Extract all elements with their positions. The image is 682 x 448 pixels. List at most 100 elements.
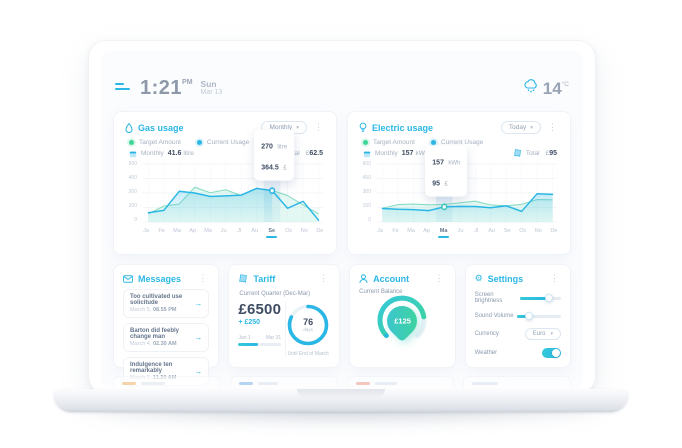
month-label[interactable]: Ja <box>143 228 149 234</box>
gas-drop-icon <box>125 122 133 133</box>
chevron-down-icon: ▾ <box>530 124 533 131</box>
month-label[interactable]: Au <box>251 228 259 234</box>
time-meridiem: PM <box>182 79 193 86</box>
charts-row: Gas usage Monthly ▾ ⋮ Target Amount Curre… <box>113 111 571 255</box>
month-label[interactable]: Oc <box>285 228 293 234</box>
slider-thumb[interactable] <box>545 294 554 302</box>
more-options-icon[interactable]: ⋮ <box>314 122 323 132</box>
more-options-icon[interactable]: ⋮ <box>198 273 208 283</box>
days-ring <box>287 304 329 346</box>
days-ring-block: 76 days Until End of March <box>286 301 330 357</box>
account-card: Account ⋮ Current Balance <box>349 264 456 368</box>
month-label[interactable]: Ma <box>204 228 212 234</box>
electric-usage-card: Electric usage Today ▾ ⋮ Target Amount Cu… <box>347 111 571 255</box>
y-axis-tick: 150 <box>362 203 371 209</box>
range-end-label: Mar 31 <box>265 335 282 341</box>
chart-plot-area[interactable]: 270 litre 364.5 £ <box>141 129 325 225</box>
month-label[interactable]: Fe <box>392 228 399 234</box>
balance-label: Current Balance <box>359 289 403 295</box>
month-label[interactable]: Ja <box>377 228 383 234</box>
y-axis-tick: 300 <box>128 189 137 195</box>
month-label[interactable]: Ju <box>220 228 227 234</box>
month-label[interactable]: Jl <box>237 228 242 234</box>
y-axis-tick: 200 <box>128 203 137 209</box>
tariff-amount-block: £6500 + £250 Jan 1 Mar 31 <box>238 301 287 357</box>
message-list: Too cultivated use solicitude March 5, 0… <box>123 289 210 386</box>
weather-toggle[interactable] <box>541 348 561 358</box>
tariff-receipt-icon <box>239 273 248 283</box>
rain-cloud-icon <box>524 79 537 93</box>
menu-icon[interactable] <box>115 83 130 93</box>
light-bulb-icon <box>359 122 367 132</box>
tariff-amount: £6500 <box>238 301 282 318</box>
currency-select[interactable]: Euro ▾ <box>524 328 561 340</box>
y-axis-tick: 500 <box>128 161 137 167</box>
volume-label: Sound Volume <box>474 313 514 319</box>
month-label[interactable]: No <box>300 228 308 234</box>
more-options-icon[interactable]: ⋮ <box>548 122 557 132</box>
month-label[interactable]: Ap <box>189 228 196 234</box>
chevron-down-icon: ▾ <box>296 124 299 131</box>
month-label[interactable]: No <box>534 228 542 234</box>
message-item[interactable]: Too cultivated use solicitude March 5, 0… <box>123 289 210 318</box>
chart-plot-area[interactable]: 157 kWh 95 £ <box>375 145 559 225</box>
message-item[interactable]: Barton did feebly change man March 4, 02… <box>123 323 210 352</box>
date-block: Sun Mar 13 <box>201 77 223 97</box>
laptop-screen: 1:21PM Sun Mar 13 14 °C <box>88 40 596 394</box>
gas-chart[interactable]: 500 400 300 200 0 270 litre 364.5 £ Ja Fe Ma Ap Ma J… <box>125 129 325 238</box>
month-label[interactable]: Fe <box>158 228 165 234</box>
receipt-icon <box>513 149 521 158</box>
weather-widget: 14 °C <box>523 77 569 99</box>
currency-label: Currency <box>474 331 499 337</box>
current-dot-icon <box>196 140 202 145</box>
month-label[interactable]: Se <box>503 228 511 234</box>
until-label: Until End of March <box>287 351 329 357</box>
date-label: Mar 13 <box>200 89 223 97</box>
month-label[interactable]: Ma <box>438 228 449 238</box>
electric-stats-row: Monthly 157 kWh Total £ 95 <box>363 149 557 158</box>
volume-slider[interactable] <box>516 312 561 320</box>
gas-period-dropdown[interactable]: Monthly ▾ <box>261 121 307 134</box>
electric-period-dropdown[interactable]: Today ▾ <box>500 121 541 134</box>
more-options-icon[interactable]: ⋮ <box>434 273 444 283</box>
month-label[interactable]: Ma <box>173 228 181 234</box>
next-row-preview <box>113 376 571 387</box>
month-label[interactable]: Ju <box>457 228 464 234</box>
target-dot-icon <box>129 140 134 145</box>
month-label[interactable]: Au <box>488 228 496 234</box>
more-options-icon[interactable]: ⋮ <box>549 273 559 283</box>
month-label[interactable]: Oc <box>519 228 527 234</box>
tariff-delta: + £250 <box>238 319 261 326</box>
arrow-right-icon[interactable]: → <box>194 333 203 342</box>
quarter-progress-bar <box>238 343 282 346</box>
y-axis-labels: 500 400 300 200 0 <box>125 161 139 223</box>
tariff-subtitle: Current Quarter (Dec-Mar) <box>239 291 311 297</box>
month-label[interactable]: Ap <box>423 228 430 234</box>
x-axis-labels: Ja Fe Ma Ap Ma Ju Jl Au Se Oc No De <box>375 225 559 238</box>
chevron-down-icon: ▾ <box>550 331 553 337</box>
electric-chart[interactable]: 600 450 300 150 0 157 kWh 95 £ Ja Fe Ma Ap Ma Ju Jl Au… <box>359 145 559 238</box>
brightness-label: Screen brightness <box>474 292 503 304</box>
arrow-right-icon[interactable]: → <box>194 299 203 308</box>
month-label[interactable]: De <box>316 228 324 234</box>
chart-legend: Target Amount Current Usage <box>129 139 325 146</box>
month-label[interactable]: Se <box>266 228 277 238</box>
arrow-right-icon[interactable]: → <box>194 367 203 376</box>
month-label[interactable]: Jl <box>474 228 479 234</box>
settings-card: ⚙ Settings ⋮ Screen brightness Sound Vol… <box>464 264 571 368</box>
card-title: Gas usage <box>138 122 184 133</box>
gas-stats-row: Monthly 41.6 litre Total £ 62.5 <box>129 149 323 158</box>
month-label[interactable]: De <box>550 228 558 234</box>
chart-legend: Target Amount Current Usage <box>363 139 559 146</box>
brightness-slider[interactable] <box>519 294 561 302</box>
current-dot-icon <box>430 140 436 145</box>
calendar-icon <box>363 151 371 157</box>
month-label[interactable]: Ma <box>407 228 415 234</box>
more-options-icon[interactable]: ⋮ <box>319 273 329 283</box>
top-bar: 1:21PM Sun Mar 13 14 °C <box>115 77 569 107</box>
slider-thumb[interactable] <box>525 312 534 320</box>
card-title: Messages <box>138 273 182 284</box>
clock: 1:21PM <box>140 77 193 100</box>
day-label: Sun <box>200 79 217 89</box>
